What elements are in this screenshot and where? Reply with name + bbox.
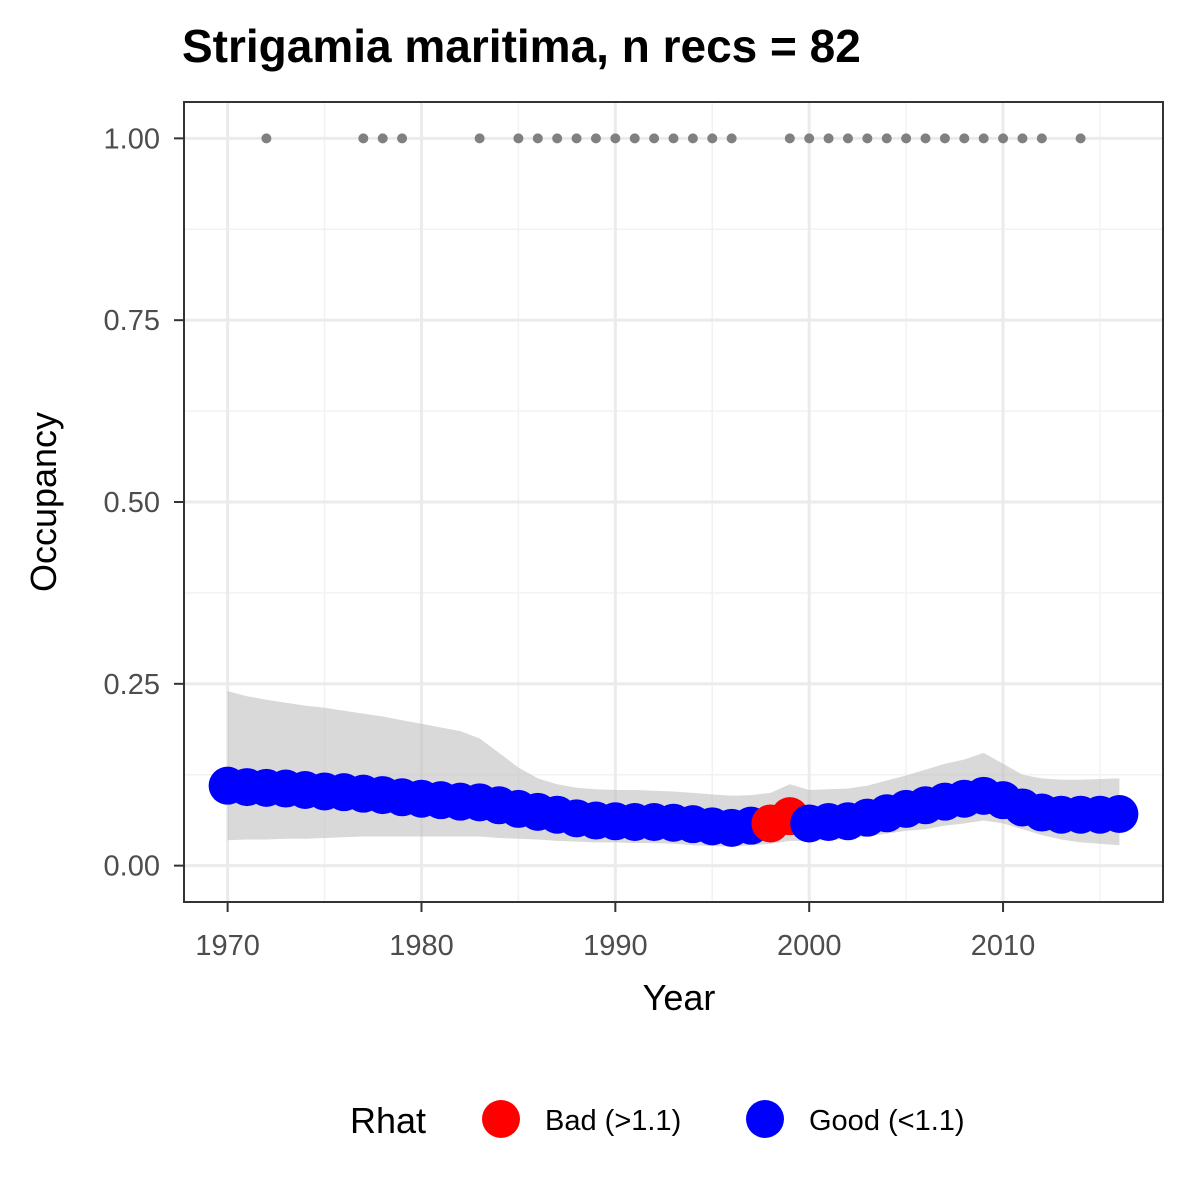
record-point xyxy=(804,133,815,144)
occupancy-points xyxy=(208,766,1139,847)
record-point xyxy=(377,133,388,144)
record-point xyxy=(726,133,737,144)
record-point xyxy=(668,133,679,144)
record-point xyxy=(513,133,524,144)
y-tick-label: 0.50 xyxy=(104,487,160,519)
record-point xyxy=(881,133,892,144)
chart-title: Strigamia maritima, n recs = 82 xyxy=(182,20,861,72)
record-point xyxy=(978,133,989,144)
record-point xyxy=(474,133,485,144)
legend: Rhat Bad (>1.1) Good (<1.1) xyxy=(350,1100,965,1141)
occupancy-point-good xyxy=(1100,795,1139,833)
record-point xyxy=(1075,133,1086,144)
record-point xyxy=(1017,133,1028,144)
x-tick-label: 2010 xyxy=(971,930,1036,962)
record-point xyxy=(552,133,563,144)
record-point xyxy=(1036,133,1047,144)
record-point xyxy=(649,133,660,144)
record-point xyxy=(610,133,621,144)
record-point xyxy=(629,133,640,144)
record-point xyxy=(842,133,853,144)
record-point xyxy=(920,133,931,144)
legend-swatch-good xyxy=(746,1100,784,1138)
record-point xyxy=(397,133,408,144)
record-point xyxy=(590,133,601,144)
record-point xyxy=(901,133,912,144)
record-point xyxy=(823,133,834,144)
record-point xyxy=(959,133,970,144)
record-point xyxy=(261,133,272,144)
record-point xyxy=(707,133,718,144)
x-tick-label: 2000 xyxy=(777,930,842,962)
x-axis-ticks: 1970 1980 1990 2000 2010 xyxy=(195,902,1035,962)
record-point xyxy=(784,133,795,144)
y-tick-label: 0.25 xyxy=(104,669,160,701)
legend-label-good: Good (<1.1) xyxy=(809,1105,965,1137)
record-point xyxy=(687,133,698,144)
x-tick-label: 1970 xyxy=(195,930,260,962)
record-point xyxy=(998,133,1009,144)
legend-title: Rhat xyxy=(350,1100,426,1141)
record-point xyxy=(862,133,873,144)
legend-label-bad: Bad (>1.1) xyxy=(545,1105,681,1137)
y-tick-label: 1.00 xyxy=(104,123,160,155)
y-tick-label: 0.00 xyxy=(104,851,160,883)
legend-swatch-bad xyxy=(482,1100,520,1138)
record-point xyxy=(571,133,582,144)
record-point xyxy=(532,133,543,144)
y-axis-title: Occupancy xyxy=(23,412,64,592)
x-axis-title: Year xyxy=(643,977,716,1018)
record-points xyxy=(261,133,1086,144)
y-tick-label: 0.75 xyxy=(104,305,160,337)
y-axis-ticks: 0.00 0.25 0.50 0.75 1.00 xyxy=(104,123,184,883)
record-point xyxy=(939,133,950,144)
x-tick-label: 1990 xyxy=(583,930,648,962)
x-tick-label: 1980 xyxy=(389,930,454,962)
record-point xyxy=(358,133,369,144)
